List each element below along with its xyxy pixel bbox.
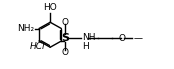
Text: O: O (119, 34, 126, 43)
Text: O: O (62, 18, 69, 27)
Text: NH: NH (82, 33, 96, 42)
Text: S: S (61, 33, 69, 43)
Text: NH₂: NH₂ (17, 24, 35, 33)
Text: —: — (134, 34, 143, 43)
Text: O: O (62, 48, 69, 57)
Text: H: H (83, 42, 89, 51)
Text: HCl: HCl (30, 42, 45, 51)
Text: HO: HO (43, 3, 57, 12)
